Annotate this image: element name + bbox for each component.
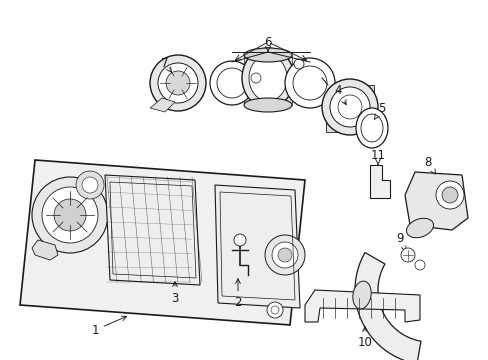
Circle shape: [271, 242, 297, 268]
Text: 5: 5: [373, 102, 385, 120]
Polygon shape: [20, 160, 305, 325]
Polygon shape: [404, 172, 467, 230]
Circle shape: [278, 248, 291, 262]
Text: 3: 3: [171, 282, 178, 305]
Ellipse shape: [248, 55, 286, 101]
Circle shape: [250, 73, 261, 83]
Circle shape: [435, 181, 463, 209]
Ellipse shape: [352, 281, 370, 309]
Circle shape: [165, 71, 190, 95]
Circle shape: [270, 306, 279, 314]
Circle shape: [329, 87, 369, 127]
Circle shape: [234, 234, 245, 246]
Polygon shape: [105, 175, 200, 285]
Circle shape: [264, 235, 305, 275]
Bar: [244, 55, 291, 105]
Circle shape: [32, 177, 108, 253]
Circle shape: [321, 79, 377, 135]
Circle shape: [285, 58, 334, 108]
Text: 4: 4: [334, 84, 346, 105]
Polygon shape: [305, 290, 419, 322]
Text: 7: 7: [161, 57, 171, 72]
Text: 6: 6: [264, 36, 271, 51]
Circle shape: [293, 59, 304, 69]
Ellipse shape: [242, 48, 293, 108]
Bar: [325, 85, 373, 132]
Circle shape: [337, 95, 361, 119]
Circle shape: [82, 177, 98, 193]
Circle shape: [441, 187, 457, 203]
Text: 1: 1: [91, 316, 126, 337]
Ellipse shape: [244, 48, 291, 62]
Text: 9: 9: [395, 231, 405, 251]
Ellipse shape: [244, 98, 291, 112]
Polygon shape: [369, 165, 389, 198]
Circle shape: [54, 199, 86, 231]
Circle shape: [158, 63, 198, 103]
Text: 8: 8: [424, 156, 435, 174]
Ellipse shape: [406, 218, 433, 238]
Ellipse shape: [355, 108, 387, 148]
Circle shape: [400, 248, 414, 262]
Polygon shape: [354, 252, 420, 360]
Ellipse shape: [360, 114, 382, 142]
Circle shape: [42, 187, 98, 243]
Circle shape: [209, 61, 253, 105]
Polygon shape: [215, 185, 299, 308]
Circle shape: [76, 171, 104, 199]
Polygon shape: [32, 240, 58, 260]
Circle shape: [292, 66, 326, 100]
Polygon shape: [150, 98, 175, 112]
Text: 10: 10: [357, 327, 372, 350]
Circle shape: [150, 55, 205, 111]
Text: 11: 11: [370, 149, 385, 165]
Circle shape: [217, 68, 246, 98]
Circle shape: [414, 260, 424, 270]
Circle shape: [266, 302, 283, 318]
Text: 2: 2: [234, 279, 241, 310]
